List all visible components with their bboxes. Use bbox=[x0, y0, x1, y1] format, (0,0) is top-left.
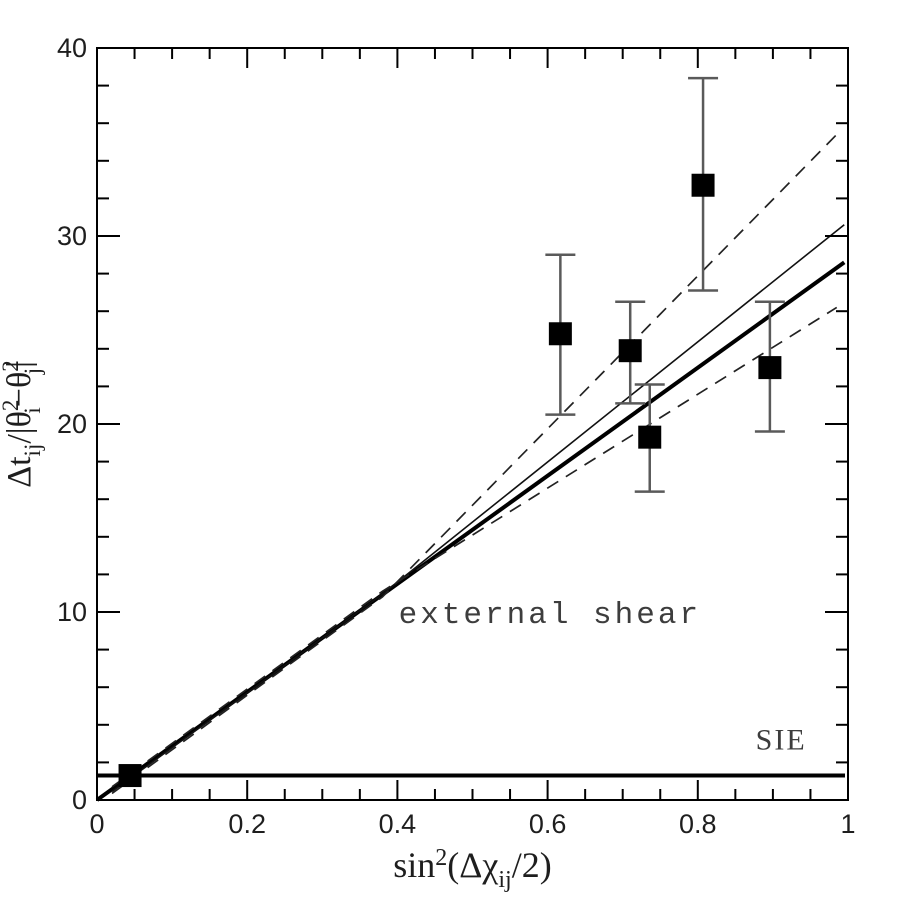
data-point bbox=[691, 173, 715, 197]
x-tick-label: 0.4 bbox=[379, 809, 417, 839]
fit-upper-uncertainty bbox=[111, 133, 838, 795]
data-point bbox=[118, 764, 142, 788]
axis-ticks bbox=[96, 47, 849, 801]
data-point bbox=[548, 322, 572, 346]
annotation-sie: SIE bbox=[756, 724, 807, 757]
annotation-external-shear: external shear bbox=[399, 598, 701, 633]
x-tick-label: 0.8 bbox=[679, 809, 717, 839]
x-tick-label: 0.2 bbox=[228, 809, 266, 839]
y-axis-label: Δtij/|θ2i−θ2j| bbox=[0, 360, 45, 488]
y-tick-label: 20 bbox=[57, 409, 87, 439]
data-point bbox=[758, 356, 782, 380]
x-axis-label: sin2(Δχij/2) bbox=[393, 845, 551, 893]
best-fit bbox=[111, 224, 845, 793]
external-shear-model bbox=[95, 260, 846, 802]
x-tick-label: 0 bbox=[89, 809, 104, 839]
error-bars bbox=[545, 76, 785, 493]
y-tick-label: 0 bbox=[72, 785, 87, 815]
model-lines bbox=[95, 133, 846, 802]
x-tick-label: 0.6 bbox=[529, 809, 567, 839]
data-point bbox=[618, 339, 642, 363]
x-tick-label: 1 bbox=[840, 809, 855, 839]
y-tick-label: 30 bbox=[57, 221, 87, 251]
data-point bbox=[638, 425, 662, 449]
fit-lower-uncertainty bbox=[111, 306, 838, 788]
y-tick-label: 40 bbox=[57, 33, 87, 63]
y-tick-label: 10 bbox=[57, 597, 87, 627]
plot-frame bbox=[96, 47, 849, 801]
data-points bbox=[118, 173, 782, 788]
axes-frame bbox=[96, 47, 849, 801]
annotations: external shear SIE bbox=[399, 598, 807, 757]
